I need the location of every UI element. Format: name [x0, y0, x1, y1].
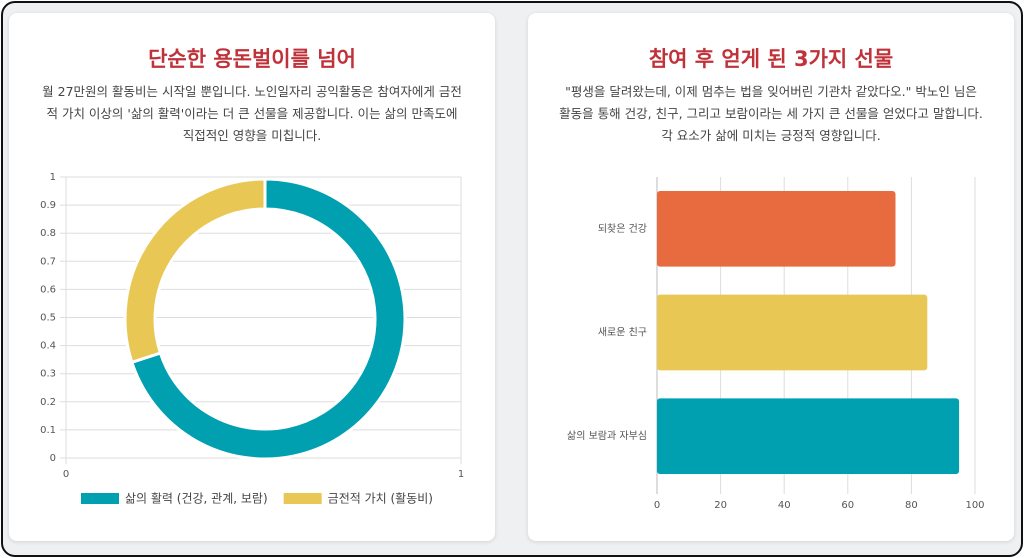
y-tick-label: 1: [50, 172, 56, 183]
y-tick-label: 0.7: [40, 256, 56, 267]
x-tick-label: 0: [63, 469, 69, 480]
y-tick-label: 0.5: [40, 313, 56, 324]
x-tick-label: 20: [714, 500, 727, 511]
card-text: "평생을 달려왔는데, 이제 멈추는 법을 잊어버린 기관차 같았다오." 박노…: [559, 84, 983, 143]
y-tick-label: 0.3: [40, 369, 56, 380]
x-tick-label: 80: [905, 500, 918, 511]
legend-label: 삶의 활력 (건강, 관계, 보람): [125, 492, 268, 506]
y-tick-label: 0.4: [40, 341, 56, 352]
bar: [657, 398, 960, 475]
card: 참여 후 얻게 된 3가지 선물 "평생을 달려왔는데, 이제 멈추는 법을 잊…: [528, 13, 1014, 541]
y-tick-label: 0.9: [40, 200, 56, 211]
x-tick-label: 0: [654, 500, 660, 511]
chart: 0 0.1 0.2 0.3 0.4 0.5 0.6 0.7 0.8 0.9 1 0 1 삶의 활력 (건강…: [40, 172, 464, 506]
legend-swatch: [81, 493, 119, 504]
card-text: 월 27만원의 활동비는 시작일 뿐입니다. 노인일자리 공익활동은 참여자에게…: [42, 84, 462, 143]
y-tick-label: 0.8: [40, 228, 56, 239]
y-tick-label: 0.2: [40, 397, 56, 408]
x-tick-label: 60: [841, 500, 854, 511]
x-tick-label: 1: [458, 469, 464, 480]
doughnut-segment: [129, 177, 407, 461]
legend-swatch: [283, 493, 322, 504]
card-title: 단순한 용돈벌이를 넘어: [148, 47, 356, 71]
bar: [657, 190, 896, 267]
y-tick-label: 삶의 보람과 자부심: [567, 429, 647, 442]
card-title: 참여 후 얻게 된 3가지 선물: [648, 47, 894, 71]
y-tick-label: 되찾은 건강: [598, 223, 647, 235]
x-tick-label: 100: [965, 500, 984, 511]
legend-label: 금전적 가치 (활동비): [328, 492, 433, 506]
x-tick-label: 40: [778, 500, 791, 511]
bar: [657, 294, 928, 371]
y-tick-label: 0.1: [40, 425, 56, 436]
card: 단순한 용돈벌이를 넘어 월 27만원의 활동비는 시작일 뿐입니다. 노인일자…: [9, 13, 495, 541]
y-tick-label: 0: [50, 453, 56, 464]
doughnut-segment: [123, 177, 267, 365]
y-tick-label: 0.6: [40, 284, 56, 295]
y-tick-label: 새로운 친구: [598, 327, 647, 339]
